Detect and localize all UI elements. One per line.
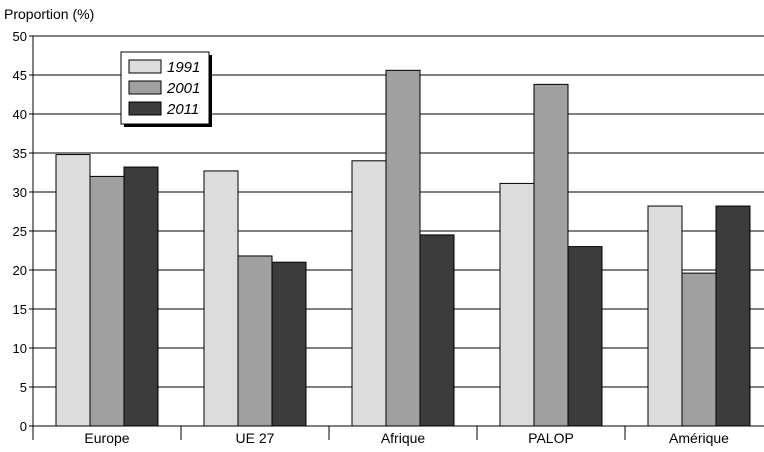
bar-1991-2 xyxy=(351,160,387,427)
y-tick-label: 35 xyxy=(13,146,27,161)
bar-2011-0 xyxy=(123,166,159,427)
y-tick-label: 10 xyxy=(13,341,27,356)
x-tick-label: UE 27 xyxy=(236,430,275,446)
bar-1991-0 xyxy=(55,154,91,427)
x-tick-label: Europe xyxy=(84,430,129,446)
bar-1991-4 xyxy=(647,205,683,427)
y-tick-label: 50 xyxy=(13,29,27,44)
y-tick-label: 30 xyxy=(13,185,27,200)
y-tick-label: 15 xyxy=(13,302,27,317)
bar-1991-1 xyxy=(203,170,239,427)
bar-1991-3 xyxy=(499,182,535,427)
bar-2011-1 xyxy=(271,261,307,427)
y-axis-label: Proportion (%) xyxy=(4,6,94,22)
legend-label-2001: 2001 xyxy=(166,80,200,97)
bar-2011-4 xyxy=(715,205,751,427)
legend: 1991 2001 2011 xyxy=(120,51,212,127)
bar-2001-2 xyxy=(385,69,421,427)
y-tick-label: 45 xyxy=(13,68,27,83)
x-tick-label: Amérique xyxy=(669,430,729,446)
legend-swatch-2011 xyxy=(128,101,162,116)
y-tick-label: 20 xyxy=(13,263,27,278)
y-tick-label: 5 xyxy=(20,380,27,395)
bar-2001-4 xyxy=(681,272,717,427)
bar-2011-2 xyxy=(419,234,455,427)
legend-label-2011: 2011 xyxy=(166,101,199,118)
legend-swatch-1991 xyxy=(128,59,162,74)
bar-2011-3 xyxy=(567,246,603,427)
x-tick-label: Afrique xyxy=(381,430,426,446)
legend-label-1991: 1991 xyxy=(167,59,200,76)
bar-2001-3 xyxy=(533,83,569,427)
y-tick-label: 25 xyxy=(13,224,27,239)
bar-2001-0 xyxy=(89,175,125,427)
y-tick-label: 40 xyxy=(13,107,27,122)
x-tick-label: PALOP xyxy=(528,430,574,446)
y-tick-label: 0 xyxy=(20,419,27,434)
legend-swatch-2001 xyxy=(128,80,162,95)
bar-2001-1 xyxy=(237,255,273,427)
